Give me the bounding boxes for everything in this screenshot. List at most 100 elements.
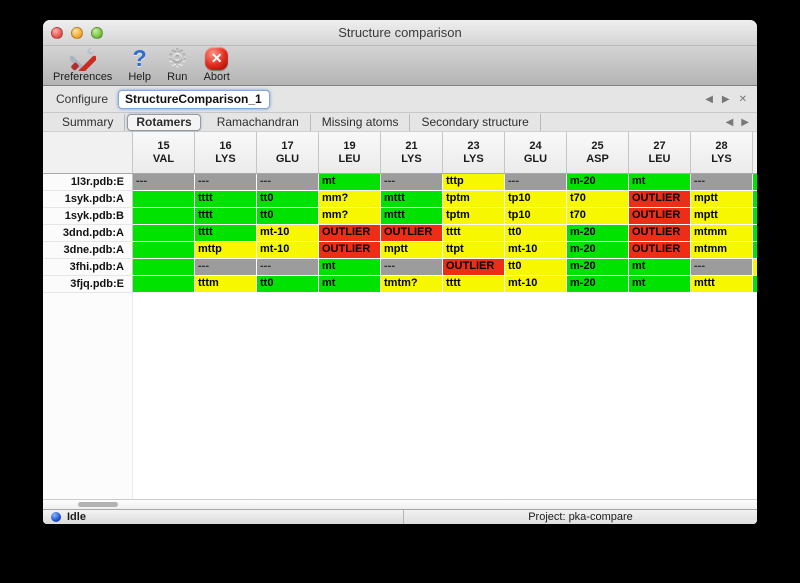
- rotamer-cell[interactable]: mttt: [381, 208, 443, 225]
- rotamer-cell[interactable]: OUTLIER: [629, 191, 691, 208]
- rotamer-cell[interactable]: ---: [691, 174, 753, 191]
- tab-ramachandran[interactable]: Ramachandran: [206, 113, 311, 131]
- rotamer-cell[interactable]: [133, 242, 195, 259]
- row-label[interactable]: 3fjq.pdb:E: [43, 276, 133, 293]
- rotamer-cell[interactable]: m-20: [567, 259, 629, 276]
- configure-next-icon[interactable]: ▶: [721, 93, 730, 105]
- rotamer-cell[interactable]: mt: [629, 259, 691, 276]
- rotamer-cell[interactable]: [133, 225, 195, 242]
- rotamer-cell[interactable]: tttt: [195, 208, 257, 225]
- rotamer-cell[interactable]: tptm: [443, 191, 505, 208]
- row-label[interactable]: 3dnd.pdb:A: [43, 225, 133, 242]
- rotamer-cell[interactable]: tp10: [505, 208, 567, 225]
- rotamer-cell[interactable]: OUTLIER: [443, 259, 505, 276]
- tabs-prev-icon[interactable]: ◀: [725, 116, 734, 128]
- configure-close-icon[interactable]: ✕: [738, 93, 747, 105]
- rotamer-cell[interactable]: mttt: [381, 191, 443, 208]
- abort-button[interactable]: ✕ Abort: [204, 46, 230, 83]
- rotamer-cell[interactable]: tt0: [257, 276, 319, 293]
- rotamer-cell[interactable]: tttt: [443, 276, 505, 293]
- tab-missing-atoms[interactable]: Missing atoms: [311, 113, 411, 131]
- tabs-next-icon[interactable]: ▶: [741, 116, 749, 128]
- rotamer-cell[interactable]: tttp: [443, 174, 505, 191]
- rotamer-cell[interactable]: ---: [505, 174, 567, 191]
- rotamer-cell[interactable]: tt0: [505, 259, 567, 276]
- configure-prev-icon[interactable]: ◀: [705, 93, 713, 105]
- rotamer-cell[interactable]: m-20: [567, 174, 629, 191]
- zoom-window-button[interactable]: [91, 27, 103, 39]
- rotamer-cell[interactable]: mptt: [691, 191, 753, 208]
- rotamer-cell[interactable]: m-20: [567, 225, 629, 242]
- rotamer-cell[interactable]: ---: [691, 259, 753, 276]
- row-label[interactable]: 3dne.pdb:A: [43, 242, 133, 259]
- rotamer-cell[interactable]: tttt: [195, 225, 257, 242]
- rotamer-cell[interactable]: tttt: [443, 225, 505, 242]
- row-label[interactable]: 1l3r.pdb:E: [43, 174, 133, 191]
- rotamer-cell[interactable]: mt-10: [257, 225, 319, 242]
- rotamer-cell[interactable]: ---: [133, 174, 195, 191]
- rotamer-cell[interactable]: ---: [257, 174, 319, 191]
- rotamer-cell[interactable]: tptm: [443, 208, 505, 225]
- rotamer-cell[interactable]: mttp: [195, 242, 257, 259]
- minimize-window-button[interactable]: [71, 27, 83, 39]
- rotamer-cell[interactable]: tt0: [257, 191, 319, 208]
- rotamer-cell[interactable]: OUTLIER: [381, 225, 443, 242]
- rotamer-cell[interactable]: ---: [381, 259, 443, 276]
- title-bar[interactable]: Structure comparison: [43, 20, 757, 46]
- rotamer-cell[interactable]: ---: [381, 174, 443, 191]
- rotamer-cell[interactable]: [133, 259, 195, 276]
- rotamer-cell[interactable]: OUTLIER: [629, 225, 691, 242]
- rotamer-cell[interactable]: mt: [319, 276, 381, 293]
- rotamer-cell[interactable]: mt: [319, 174, 381, 191]
- column-residue-number: 19: [343, 139, 356, 152]
- rotamer-cell[interactable]: mtmm: [691, 242, 753, 259]
- rotamer-cell[interactable]: ---: [257, 259, 319, 276]
- row-label[interactable]: 3fhi.pdb:A: [43, 259, 133, 276]
- rotamer-cell[interactable]: tp10: [505, 191, 567, 208]
- rotamer-cell[interactable]: t70: [567, 208, 629, 225]
- rotamer-cell[interactable]: m-20: [567, 242, 629, 259]
- rotamer-cell[interactable]: OUTLIER: [629, 208, 691, 225]
- rotamer-cell[interactable]: OUTLIER: [629, 242, 691, 259]
- rotamer-cell[interactable]: mptt: [381, 242, 443, 259]
- rotamer-cell[interactable]: m-20: [567, 276, 629, 293]
- rotamer-cell[interactable]: tttt: [195, 191, 257, 208]
- rotamer-cell[interactable]: mt: [319, 259, 381, 276]
- preferences-button[interactable]: Preferences: [53, 46, 112, 83]
- rotamer-cell[interactable]: tmtm?: [381, 276, 443, 293]
- help-button[interactable]: ? Help: [128, 46, 151, 84]
- rotamer-cell[interactable]: mtmm: [691, 225, 753, 242]
- rotamer-cell[interactable]: mt: [629, 174, 691, 191]
- tab-secondary-structure[interactable]: Secondary structure: [410, 113, 541, 131]
- rotamer-cell[interactable]: mt: [629, 276, 691, 293]
- rotamer-cell[interactable]: mt-10: [257, 242, 319, 259]
- rotamer-cell[interactable]: mt-10: [505, 276, 567, 293]
- row-label[interactable]: 1syk.pdb:B: [43, 208, 133, 225]
- column-residue-number: 16: [219, 139, 232, 152]
- run-button[interactable]: ⚙ Run: [167, 46, 188, 84]
- row-label[interactable]: 1syk.pdb:A: [43, 191, 133, 208]
- rotamer-cell[interactable]: mttt: [691, 276, 753, 293]
- horizontal-scrollbar[interactable]: [43, 499, 757, 509]
- rotamer-cell[interactable]: tt0: [505, 225, 567, 242]
- tab-summary[interactable]: Summary: [51, 113, 126, 131]
- rotamer-cell[interactable]: OUTLIER: [319, 242, 381, 259]
- rotamer-cell[interactable]: [133, 208, 195, 225]
- rotamer-cell[interactable]: mt-10: [505, 242, 567, 259]
- rotamer-cell[interactable]: ---: [195, 259, 257, 276]
- rotamer-cell[interactable]: [133, 191, 195, 208]
- configure-name-input[interactable]: [118, 89, 271, 109]
- rotamer-cell[interactable]: [133, 276, 195, 293]
- rotamer-cell[interactable]: ttpt: [443, 242, 505, 259]
- rotamer-cell[interactable]: tttm: [195, 276, 257, 293]
- rotamer-cell[interactable]: tt0: [257, 208, 319, 225]
- close-window-button[interactable]: [51, 27, 63, 39]
- rotamer-cell[interactable]: mm?: [319, 191, 381, 208]
- rotamer-cell[interactable]: mm?: [319, 208, 381, 225]
- tab-rotamers[interactable]: Rotamers: [127, 113, 201, 131]
- rotamer-cell[interactable]: t70: [567, 191, 629, 208]
- rotamer-cell[interactable]: mptt: [691, 208, 753, 225]
- rotamer-cell[interactable]: ---: [195, 174, 257, 191]
- scrollbar-thumb[interactable]: [78, 502, 118, 507]
- rotamer-cell[interactable]: OUTLIER: [319, 225, 381, 242]
